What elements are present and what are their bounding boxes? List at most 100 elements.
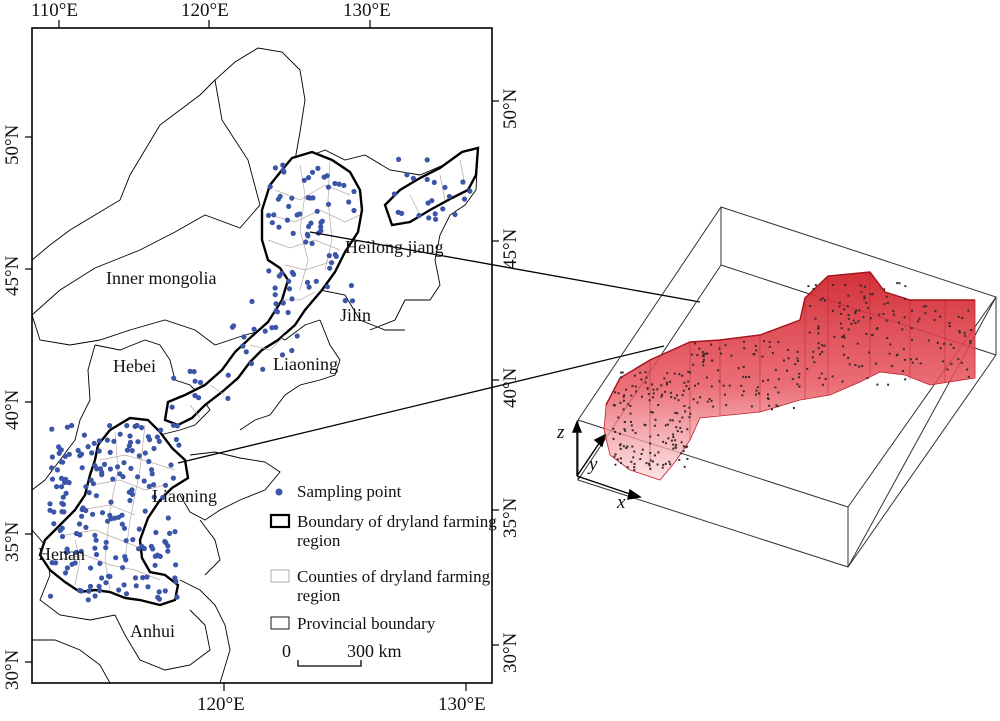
block-sample-point <box>692 363 695 366</box>
block-sample-point <box>843 353 845 356</box>
sampling-point <box>99 510 106 516</box>
sampling-point <box>90 511 96 517</box>
block-sample-points <box>612 282 973 471</box>
block-sample-point <box>654 418 657 421</box>
sampling-point <box>351 207 357 214</box>
sampling-point <box>396 156 402 162</box>
block-sample-point <box>701 351 704 354</box>
lat-tick-marks <box>25 100 499 663</box>
block-sample-point <box>771 352 774 355</box>
block-sample-point <box>865 332 868 335</box>
sampling-point <box>83 484 89 490</box>
block-sample-point <box>614 391 617 394</box>
legend-boundary-swatch <box>269 513 291 529</box>
block-sample-point <box>657 451 660 454</box>
sampling-point <box>280 300 286 306</box>
sampling-point <box>348 282 354 289</box>
sampling-point <box>134 422 140 429</box>
block-sample-point <box>754 393 757 396</box>
block-sample-point <box>672 447 675 450</box>
sampling-point <box>91 440 97 446</box>
sampling-point <box>274 309 280 315</box>
block-sample-point <box>904 285 907 288</box>
block-sample-point <box>811 356 814 359</box>
block-sample-point <box>724 393 726 396</box>
block-sample-point <box>817 342 820 345</box>
block-sample-point <box>911 361 914 364</box>
block-sample-point <box>844 284 847 286</box>
sampling-point <box>192 378 198 384</box>
sampling-point <box>60 494 66 500</box>
sampling-point <box>324 284 330 290</box>
block-sample-point <box>808 331 811 334</box>
block-axes <box>571 420 642 500</box>
block-sample-point <box>885 319 888 322</box>
block-sample-point <box>967 309 970 312</box>
block-sample-point <box>787 357 790 360</box>
sampling-point <box>318 224 324 230</box>
block-sample-point <box>643 423 646 426</box>
sampling-point <box>56 450 62 456</box>
sampling-point <box>251 326 257 332</box>
block-sample-point <box>841 380 844 383</box>
block-sample-point <box>676 394 678 397</box>
block-sample-point <box>798 385 801 388</box>
label-hebei: Hebei <box>113 356 156 376</box>
sampling-point <box>86 490 92 496</box>
sampling-point <box>123 591 130 597</box>
block-sample-point <box>687 380 690 383</box>
sampling-point <box>85 597 91 603</box>
block-sample-point <box>692 398 695 401</box>
block-sample-point <box>619 447 622 450</box>
block-sample-point <box>639 371 642 374</box>
block-sample-point <box>796 383 799 386</box>
sampling-point <box>432 211 438 217</box>
block-sample-point <box>883 288 886 291</box>
sampling-point <box>136 526 142 532</box>
block-sample-point <box>666 423 669 426</box>
sampling-point <box>103 545 109 551</box>
sampling-point <box>72 560 78 566</box>
block-sample-point <box>854 322 857 324</box>
block-sample-point <box>633 374 636 377</box>
sampling-point <box>119 521 125 527</box>
block-sample-point <box>939 347 942 350</box>
sampling-point <box>156 553 162 559</box>
sampling-point <box>225 372 231 378</box>
block-sample-point <box>950 362 953 365</box>
block-sample-point <box>967 375 970 378</box>
block-sample-point <box>620 371 623 374</box>
block-sample-point <box>952 347 955 349</box>
block-sample-point <box>817 327 820 330</box>
block-sample-point <box>841 345 844 348</box>
block-sample-point <box>767 393 769 396</box>
sampling-point <box>156 438 162 444</box>
sampling-point <box>225 395 231 401</box>
sampling-point <box>160 494 166 501</box>
scale-bar-end: 300 km <box>347 641 402 661</box>
block-sample-point <box>627 403 630 406</box>
block-sample-point <box>860 291 863 294</box>
block-sample-point <box>847 356 850 359</box>
block-sample-point <box>631 445 634 448</box>
block-sample-point <box>674 439 677 442</box>
block-sample-point <box>918 317 921 320</box>
block-sample-point <box>843 308 846 311</box>
sampling-point <box>110 476 116 482</box>
block-sample-point <box>652 460 654 463</box>
block-sample-point <box>678 373 681 376</box>
block-sample-point <box>678 458 681 461</box>
sampling-point <box>120 474 126 480</box>
block-sample-point <box>963 332 966 335</box>
sampling-point <box>152 562 158 568</box>
block-sample-point <box>762 380 764 383</box>
block-sample-point <box>617 416 620 419</box>
sampling-point <box>273 301 279 307</box>
block-sample-point <box>673 397 676 400</box>
block-sample-point <box>740 384 743 387</box>
block-sample-point <box>672 436 675 439</box>
block-sample-point <box>676 412 679 415</box>
sampling-point <box>171 375 177 381</box>
sampling-point <box>141 478 147 484</box>
